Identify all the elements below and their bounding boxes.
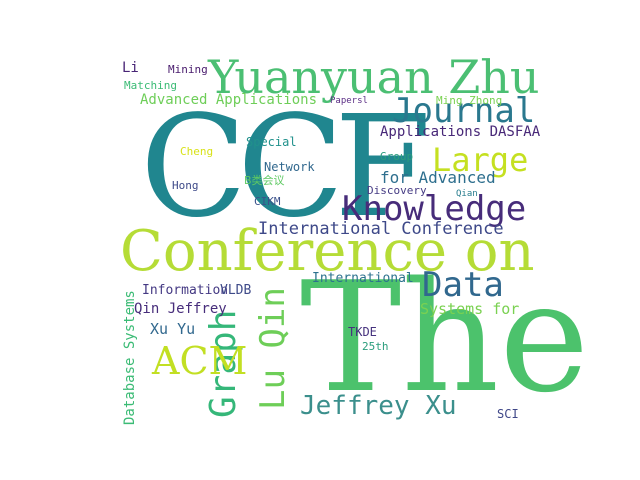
word-special: Special	[246, 135, 297, 149]
word-advanced-applications: Advanced Applications	[140, 92, 318, 108]
word-li: Li	[122, 60, 139, 76]
word-applications-dasfaa: Applications DASFAA	[380, 124, 541, 140]
word-matching: Matching	[124, 79, 177, 92]
word-discovery: Discovery	[367, 184, 427, 197]
word-hong: Hong	[172, 179, 199, 192]
word-mining: Mining	[168, 63, 208, 76]
word-data: Data	[422, 265, 504, 305]
word-knowledge: Knowledge	[342, 189, 527, 229]
word-large: Large	[432, 141, 529, 179]
word-group: Group	[380, 150, 414, 163]
word-international: International	[312, 271, 414, 286]
word-acm: ACM	[152, 339, 248, 383]
word-ccf: CCF	[140, 86, 431, 249]
word-information: Information	[142, 283, 229, 298]
word-systems-for: Systems for	[420, 300, 520, 318]
word-vldb: VLDB	[220, 283, 252, 298]
word-the: The	[300, 249, 590, 426]
word-qian: Qian	[456, 189, 478, 199]
word-tkde: TKDE	[348, 325, 377, 339]
word-cikm: CIKM	[254, 195, 281, 208]
word-jeffrey-xu: Jeffrey Xu	[300, 391, 457, 421]
word-25th: 25th	[362, 340, 389, 353]
word-ming-zhong: Ming Zhong	[436, 94, 503, 107]
word-yuanyuan-zhu: Yuanyuan Zhu	[208, 50, 540, 104]
word-for-advanced: for Advanced	[380, 168, 496, 187]
word-cheng: Cheng	[180, 145, 214, 158]
word-conference-on: Conference on	[120, 219, 535, 284]
word-journal: Journal	[392, 91, 536, 131]
word-xu-yu: Xu Yu	[150, 320, 196, 338]
word-papers: Papersl	[330, 96, 368, 106]
word-qin-jeffrey: Qin Jeffrey	[134, 301, 227, 317]
word-sci: SCI	[497, 407, 519, 421]
word-b-conference: B类会议	[244, 174, 285, 187]
word-network: Network	[264, 160, 315, 174]
word-international-conference: International Conference	[258, 219, 504, 239]
word-lu-qin: Lu Qin	[253, 287, 293, 410]
